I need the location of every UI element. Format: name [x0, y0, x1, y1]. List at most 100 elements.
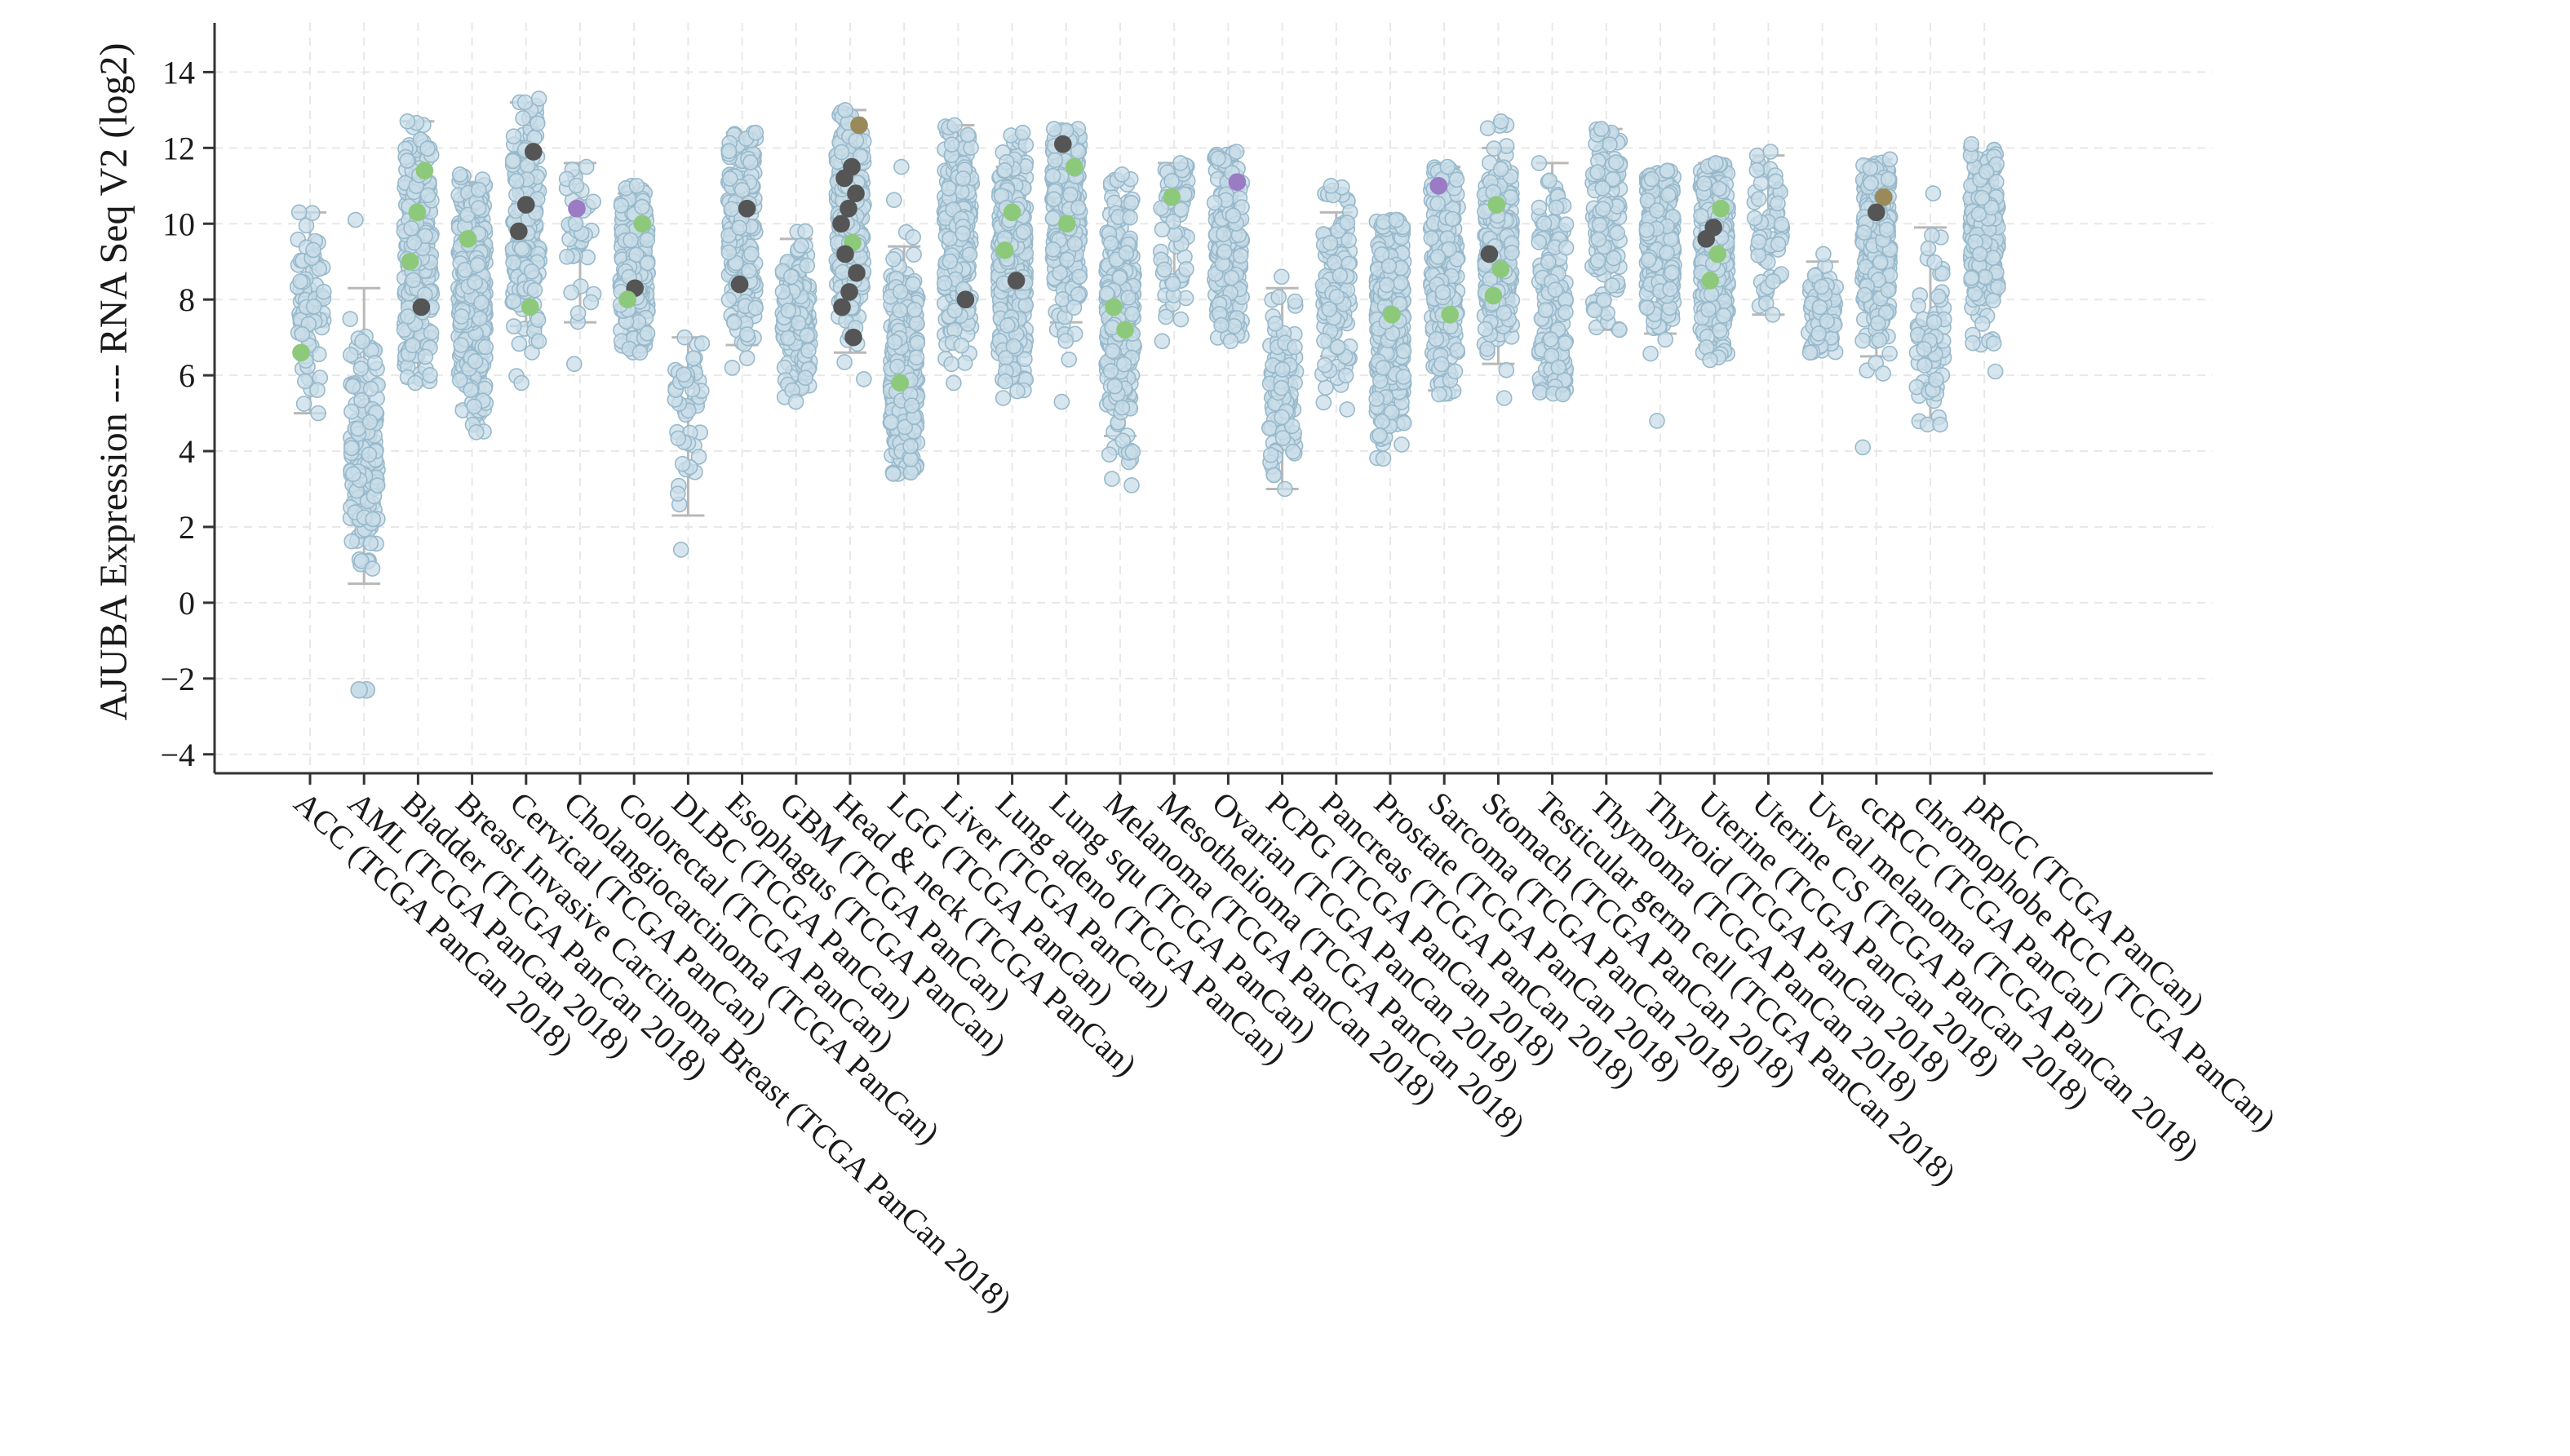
- data-point: [1388, 211, 1405, 228]
- data-point: [1477, 321, 1494, 338]
- data-point: [1531, 199, 1548, 216]
- data-point: [467, 423, 485, 440]
- data-point: [946, 117, 963, 134]
- data-point: [343, 440, 360, 457]
- data-point: [1225, 207, 1242, 224]
- data-point: [1059, 251, 1075, 268]
- data-point: [1340, 232, 1357, 249]
- data-point: [315, 283, 332, 300]
- data-point: [361, 414, 379, 431]
- data-point: [1102, 235, 1119, 252]
- data-point: [505, 293, 522, 310]
- data-point: [1322, 234, 1339, 251]
- data-point: [747, 299, 764, 316]
- data-point: [1213, 316, 1230, 334]
- data-point: [354, 333, 370, 350]
- data-point: [1332, 268, 1349, 284]
- data-point: [1066, 299, 1083, 316]
- data-point: [1274, 430, 1292, 446]
- data-point: [892, 302, 908, 319]
- data-point: [1447, 363, 1464, 380]
- data-point: [909, 334, 926, 352]
- data-point: [526, 281, 543, 299]
- data-point: [1287, 339, 1303, 356]
- data-point: [1046, 121, 1062, 137]
- data-point: [639, 325, 656, 342]
- data-point: [1380, 258, 1398, 275]
- data-point: [1102, 362, 1119, 379]
- data-point: [1270, 289, 1287, 306]
- data-point: [1104, 471, 1120, 487]
- data-point: [470, 181, 487, 198]
- data-point: [1431, 386, 1447, 403]
- data-point: [1172, 155, 1189, 171]
- data-point: [403, 220, 419, 237]
- data-point: [1261, 420, 1278, 436]
- data-point: [670, 430, 687, 447]
- data-point: [305, 298, 322, 315]
- data-point: [1395, 343, 1412, 360]
- data-point: [1267, 315, 1283, 332]
- data-point: [1429, 249, 1447, 265]
- data-point: [1395, 369, 1412, 385]
- data-point: [364, 560, 381, 577]
- data-point: [1274, 268, 1290, 285]
- data-point: [886, 192, 902, 208]
- data-point: [797, 223, 813, 240]
- data-point: [1339, 215, 1356, 231]
- data-point: [943, 136, 960, 153]
- data-point: [685, 350, 702, 367]
- data-point: [583, 294, 600, 311]
- data-point: [1486, 140, 1502, 157]
- data-point: [996, 162, 1013, 179]
- data-point: [787, 393, 804, 410]
- data-point: [1066, 236, 1083, 252]
- data-point: [889, 358, 906, 375]
- data-point: [1368, 391, 1385, 407]
- data-point: [511, 335, 528, 352]
- data-point: [893, 158, 910, 175]
- data-point: [530, 91, 547, 107]
- data-point: [530, 312, 547, 328]
- data-point: [417, 348, 434, 365]
- data-point: [800, 342, 817, 359]
- data-point: [883, 414, 900, 431]
- data-point: [1495, 390, 1513, 406]
- data-point: [943, 356, 959, 373]
- data-point: [352, 361, 370, 377]
- data-point: [833, 144, 850, 161]
- data-point: [365, 511, 382, 528]
- data-point: [1433, 356, 1450, 373]
- data-point: [690, 449, 707, 465]
- data-point: [419, 140, 436, 157]
- data-point: [399, 113, 416, 130]
- data-point: [467, 352, 484, 370]
- data-point: [1315, 394, 1332, 411]
- data-point: [936, 275, 953, 292]
- data-point: [639, 254, 656, 272]
- data-point: [353, 553, 370, 569]
- data-point: [1375, 450, 1392, 467]
- data-point: [1123, 477, 1140, 493]
- data-point: [743, 246, 760, 263]
- data-point: [292, 273, 308, 290]
- data-point: [1323, 178, 1340, 194]
- data-point: [1439, 158, 1456, 175]
- data-point: [1557, 334, 1574, 352]
- data-point: [569, 305, 587, 321]
- data-point: [793, 237, 809, 254]
- data-point: [1423, 230, 1440, 246]
- data-point: [1317, 356, 1333, 374]
- data-point: [1326, 254, 1343, 271]
- data-point: [1114, 399, 1131, 416]
- data-point: [738, 326, 755, 343]
- data-point: [400, 308, 416, 325]
- data-point: [892, 283, 909, 300]
- data-point: [799, 257, 816, 274]
- data-point: [613, 197, 630, 214]
- data-point: [1337, 367, 1354, 384]
- data-point: [1216, 243, 1233, 260]
- data-point: [723, 201, 740, 218]
- data-point: [774, 283, 791, 300]
- data-point: [407, 374, 423, 392]
